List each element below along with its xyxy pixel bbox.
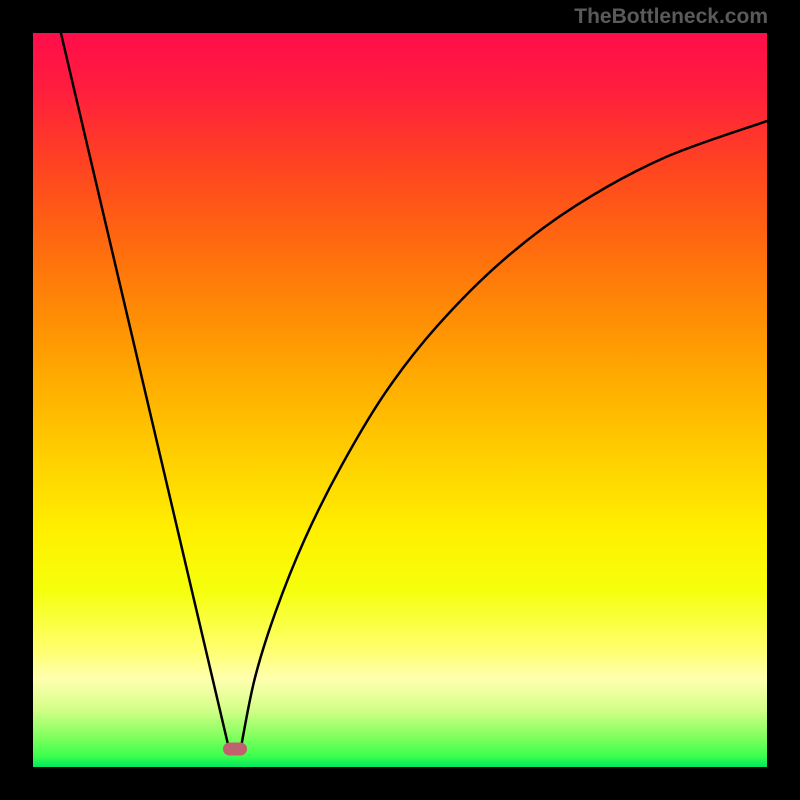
watermark-text: TheBottleneck.com — [574, 5, 768, 29]
curves-overlay — [33, 33, 767, 767]
plot-area — [33, 33, 767, 767]
chart-container: TheBottleneck.com — [0, 0, 800, 800]
vertex-marker — [223, 742, 247, 755]
